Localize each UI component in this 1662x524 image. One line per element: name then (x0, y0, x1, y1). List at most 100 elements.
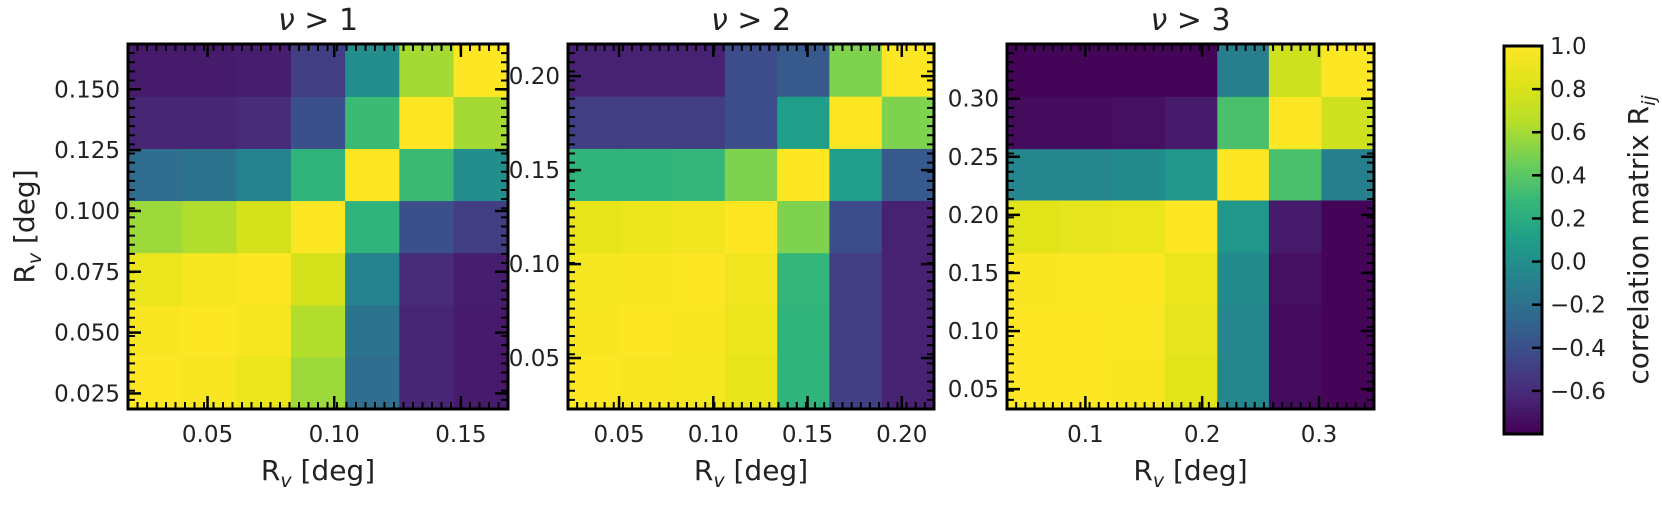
colorbar-tick-label: 0.6 (1550, 120, 1587, 146)
heatmap-cell (1164, 199, 1218, 253)
heatmap-cell (777, 148, 830, 201)
x-tick-label: 0.10 (688, 422, 739, 448)
y-tick-label: 0.30 (948, 87, 999, 113)
heatmap-cell (1321, 96, 1375, 150)
heatmap-cell (182, 148, 238, 202)
colorbar: 1.0 0.8 0.6 0.4 0.2 0.0 −0.2 −0.4 −0.6 correlati… (1502, 34, 1660, 436)
heatmap-cell (724, 200, 778, 254)
heatmap-cell (1059, 199, 1113, 253)
heatmap-cell (236, 304, 292, 358)
heatmap-cell (777, 252, 830, 306)
colorbar-tick-label: 0.2 (1550, 206, 1587, 232)
heatmap-cell (724, 148, 778, 201)
heatmap-cell (1112, 252, 1166, 306)
heatmap-cell (290, 148, 346, 202)
y-tick-label: 0.05 (509, 346, 560, 372)
y-tick-label: 0.20 (948, 203, 999, 229)
panel-title: ν > 2 (711, 3, 791, 38)
heatmap-cell (724, 304, 778, 358)
heatmap-cell (1217, 148, 1270, 201)
heatmap-cell (1217, 199, 1270, 253)
heatmap-panel-nu-gt-3: 0.1 0.2 0.3 0.05 0.10 0.15 0.20 0.25 0.30 ν > 3 Rv… (948, 3, 1376, 492)
heatmap-cell (290, 356, 346, 410)
heatmap-cell (345, 200, 400, 254)
heatmap-cell (345, 96, 400, 149)
heatmap-cell (829, 252, 883, 306)
colorbar-ticks: 1.0 0.8 0.6 0.4 0.2 0.0 −0.2 −0.4 −0.6 (1532, 34, 1606, 405)
heatmap-cell (345, 304, 400, 358)
heatmap-cell (290, 44, 346, 97)
heatmap-cell (290, 304, 346, 358)
axes-frame (1005, 42, 1376, 411)
heatmap-cell (829, 96, 883, 149)
heatmap-cells (128, 44, 509, 410)
heatmap-cell (1007, 199, 1061, 253)
heatmap-cell (290, 96, 346, 149)
y-axis-label: Rv [deg] (8, 169, 46, 283)
heatmap-cell (1217, 96, 1270, 150)
heatmap-cell (568, 356, 621, 410)
heatmap-cell (620, 304, 674, 358)
heatmap-cell (1007, 356, 1061, 410)
heatmap-cell (1321, 44, 1375, 97)
heatmap-cell (399, 356, 455, 410)
heatmap-cell (881, 44, 935, 97)
colorbar-gradient (1502, 44, 1544, 436)
heatmap-cell (881, 356, 935, 410)
heatmap-cell (829, 148, 883, 201)
heatmap-cell (345, 356, 400, 410)
x-tick-label: 0.05 (593, 422, 644, 448)
heatmap-cell (1112, 304, 1166, 358)
heatmap-cell (236, 96, 292, 149)
heatmap-cell (182, 252, 238, 306)
heatmap-cell (1164, 304, 1218, 358)
heatmap-cell (128, 304, 183, 358)
heatmap-cell (829, 356, 883, 410)
x-tick-label: 0.2 (1184, 422, 1221, 448)
heatmap-cell (568, 200, 621, 254)
x-axis-label: Rv [deg] (261, 454, 375, 492)
heatmap-cell (1268, 148, 1323, 201)
heatmap-cell (1321, 252, 1375, 306)
heatmap-cell (1059, 304, 1113, 358)
heatmap-cell (1059, 148, 1113, 201)
heatmap-cell (236, 44, 292, 97)
heatmap-cell (345, 252, 400, 306)
heatmap-cell (1112, 356, 1166, 410)
heatmap-cell (1217, 252, 1270, 306)
heatmap-cell (1112, 199, 1166, 253)
heatmap-panel-nu-gt-2: 0.05 0.10 0.15 0.20 0.05 0.10 0.15 0.20 ν > 2 Rv … (509, 3, 936, 492)
x-axis-label: Rv [deg] (1133, 454, 1247, 492)
heatmap-cell (1321, 199, 1375, 253)
heatmap-cell (399, 252, 455, 306)
heatmap-cell (1164, 148, 1218, 201)
heatmap-cell (777, 356, 830, 410)
heatmap-cell (881, 148, 935, 201)
heatmap-cell (1217, 356, 1270, 410)
axes-frame (566, 42, 936, 411)
heatmap-cell (453, 252, 509, 306)
heatmap-panel-nu-gt-1: 0.05 0.10 0.15 0.025 0.050 0.075 0.100 0.125 0.1… (8, 3, 510, 492)
heatmap-cell (399, 96, 455, 149)
heatmap-cell (290, 200, 346, 254)
heatmap-cell (128, 252, 183, 306)
heatmap-cell (1112, 44, 1166, 97)
heatmap-cell (128, 96, 183, 149)
heatmap-cell (881, 252, 935, 306)
heatmap-cell (1164, 356, 1218, 410)
heatmap-cell (672, 44, 726, 97)
y-tick-label: 0.150 (54, 77, 120, 103)
heatmap-cells (568, 44, 935, 410)
y-tick-label: 0.25 (948, 145, 999, 171)
heatmap-cell (345, 44, 400, 97)
colorbar-tick-label: −0.4 (1550, 336, 1606, 362)
heatmap-cell (399, 200, 455, 254)
heatmap-cell (1217, 44, 1270, 97)
heatmap-cell (399, 304, 455, 358)
heatmap-cell (236, 148, 292, 202)
y-tick-label: 0.05 (948, 377, 999, 403)
heatmap-cell (236, 200, 292, 254)
heatmap-cell (672, 148, 726, 201)
panel-title: ν > 1 (278, 3, 358, 38)
heatmap-cell (620, 96, 674, 149)
